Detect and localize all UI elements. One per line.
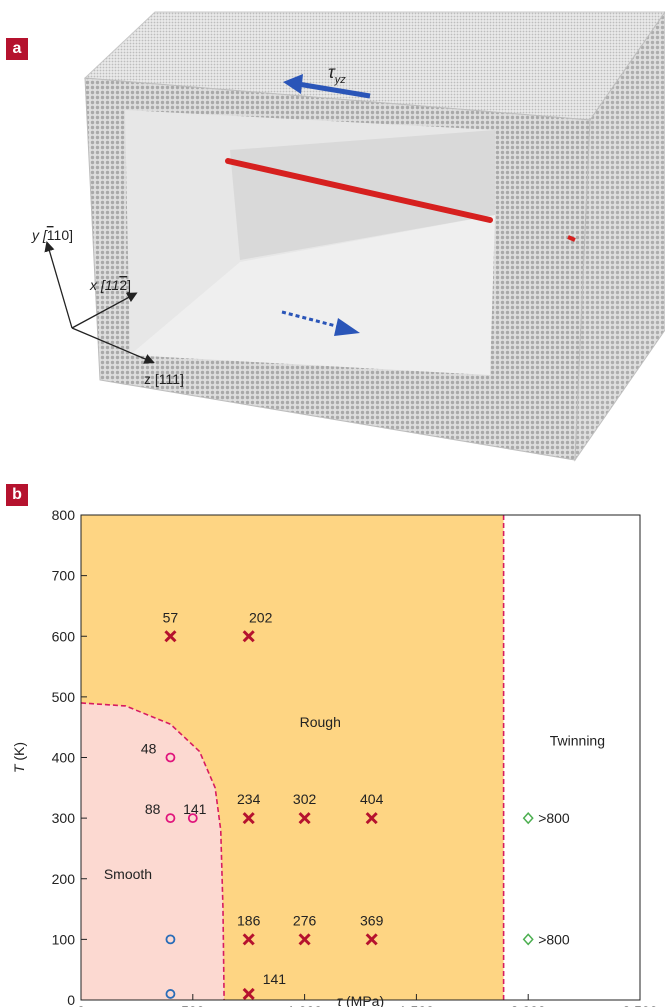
data-label: 234 xyxy=(237,791,261,807)
data-label: 48 xyxy=(141,741,157,757)
data-label: 404 xyxy=(360,791,384,807)
y-tick-label: 800 xyxy=(52,507,76,523)
diamond-marker xyxy=(522,933,534,946)
circle-marker xyxy=(165,934,176,945)
x-tick-label: 500 xyxy=(181,1003,205,1007)
interior-back-wall xyxy=(230,130,495,260)
circle-marker xyxy=(165,989,176,999)
dislocation-line-end xyxy=(567,235,576,242)
cross-marker xyxy=(298,933,311,946)
shear-arrow-top xyxy=(297,81,371,99)
y-axis-label: T (K) xyxy=(11,742,27,773)
data-label: 57 xyxy=(163,609,179,625)
y-tick-label: 200 xyxy=(52,871,76,887)
interior-floor xyxy=(130,215,495,375)
axis-x-label: x [112] xyxy=(89,277,131,293)
axis-y-arrow xyxy=(44,241,73,329)
cross-marker xyxy=(298,812,311,825)
region-twinning xyxy=(503,515,640,1000)
cross-stroke xyxy=(365,812,378,825)
simulation-box-figure: τyz y [110] x [112] z [111] xyxy=(31,11,665,462)
box-right-face xyxy=(574,11,665,462)
axis-z-arrow xyxy=(71,327,155,364)
shear-arrow-top-head xyxy=(283,74,303,94)
cross-stroke xyxy=(242,630,255,643)
data-label: 276 xyxy=(293,912,317,928)
cross-marker xyxy=(242,987,255,1000)
cross-marker xyxy=(365,812,378,825)
x-axis-label: τ (MPa) xyxy=(337,993,384,1007)
y-tick-label: 100 xyxy=(52,931,76,947)
y-tick-label: 400 xyxy=(52,750,76,766)
region-label-twinning: Twinning xyxy=(550,732,605,748)
y-tick-label: 0 xyxy=(67,992,75,1007)
phase-diagram-chart: 0 500 1,000 1,500 2,000 2,500 0 100 200 300 400 500… xyxy=(11,507,658,1007)
y-tick-label: 300 xyxy=(52,810,76,826)
cross-marker xyxy=(164,630,177,643)
x-tick-label: 1,000 xyxy=(287,1003,322,1007)
data-label: >800 xyxy=(538,810,570,826)
region-label-rough: Rough xyxy=(300,714,341,730)
data-label: >800 xyxy=(538,931,570,947)
circle-marker xyxy=(165,752,176,763)
data-label: 141 xyxy=(263,971,287,987)
region-label-smooth: Smooth xyxy=(104,866,152,882)
y-tick-label: 600 xyxy=(52,628,76,644)
cross-stroke xyxy=(365,933,378,946)
cross-stroke xyxy=(242,933,255,946)
cross-stroke xyxy=(298,812,311,825)
motion-arrow-dashed xyxy=(281,310,341,329)
y-tick-label: 500 xyxy=(52,689,76,705)
cross-marker xyxy=(365,933,378,946)
data-label: 202 xyxy=(249,609,273,625)
motion-arrow-dashed-head xyxy=(334,318,360,336)
x-tick-label: 2,500 xyxy=(622,1003,657,1007)
x-tick-label: 1,500 xyxy=(399,1003,434,1007)
axis-x-arrow xyxy=(71,292,138,329)
cross-marker xyxy=(242,933,255,946)
cross-stroke xyxy=(298,933,311,946)
axis-z-label: z [111] xyxy=(144,371,184,387)
panel-b-label: b xyxy=(6,484,28,506)
panel-a-label: a xyxy=(6,38,28,60)
cross-marker xyxy=(242,630,255,643)
x-tick-label: 0 xyxy=(77,1003,85,1007)
data-label: 186 xyxy=(237,912,261,928)
dislocation-line xyxy=(225,158,493,223)
y-tick-label: 700 xyxy=(52,568,76,584)
axis-y-label: y [110] xyxy=(31,227,73,243)
cross-marker xyxy=(242,812,255,825)
circle-marker xyxy=(165,813,176,824)
boundary-smooth-rough xyxy=(80,702,225,1001)
cross-stroke xyxy=(164,630,177,643)
region-smooth xyxy=(81,702,225,1000)
data-label: 369 xyxy=(360,912,384,928)
data-label: 88 xyxy=(145,801,161,817)
cross-stroke xyxy=(242,812,255,825)
circle-marker xyxy=(187,813,198,824)
data-label: 141 xyxy=(183,801,207,817)
diamond-marker xyxy=(522,812,534,825)
cross-stroke xyxy=(242,987,255,1000)
x-tick-label: 2,000 xyxy=(511,1003,546,1007)
stress-label: τyz xyxy=(328,62,346,86)
data-label: 302 xyxy=(293,791,317,807)
